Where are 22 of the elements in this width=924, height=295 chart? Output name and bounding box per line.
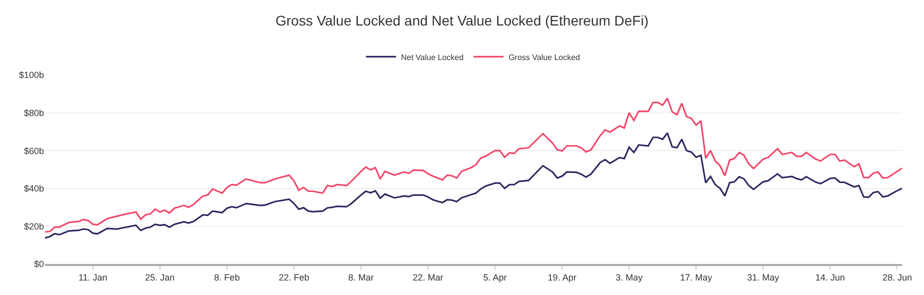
y-tick-label: $80b <box>24 108 44 118</box>
y-tick-label: $40b <box>24 184 44 194</box>
x-tick-label: 22. Feb <box>278 272 310 283</box>
x-tick-label: 22. Mar <box>412 272 444 283</box>
x-tick-label: 19. Apr <box>548 272 576 283</box>
x-tick-label: 5. Apr <box>483 272 507 283</box>
y-tick-label: $20b <box>24 221 44 232</box>
x-tick-label: 11. Jan <box>78 272 108 283</box>
chart-title: Gross Value Locked and Net Value Locked (Ethereum DeFi) <box>275 12 649 29</box>
x-tick-label: 28. Jun <box>882 272 912 283</box>
x-tick-label: 17. May <box>680 272 713 283</box>
y-tick-label: $0 <box>34 259 44 270</box>
y-tick-label: $100b <box>18 70 44 80</box>
x-tick-label: 14. Jun <box>815 272 845 283</box>
x-tick-label: 25. Jan <box>145 272 175 283</box>
x-tick-label: 31. May <box>747 272 780 283</box>
y-tick-label: $60b <box>24 146 44 156</box>
legend-label: Gross Value Locked <box>508 52 580 62</box>
x-tick-label: 3. May <box>616 272 644 283</box>
x-tick-label: 8. Mar <box>348 272 374 283</box>
legend-label: Net Value Locked <box>401 52 464 62</box>
x-tick-label: 8. Feb <box>214 272 240 283</box>
